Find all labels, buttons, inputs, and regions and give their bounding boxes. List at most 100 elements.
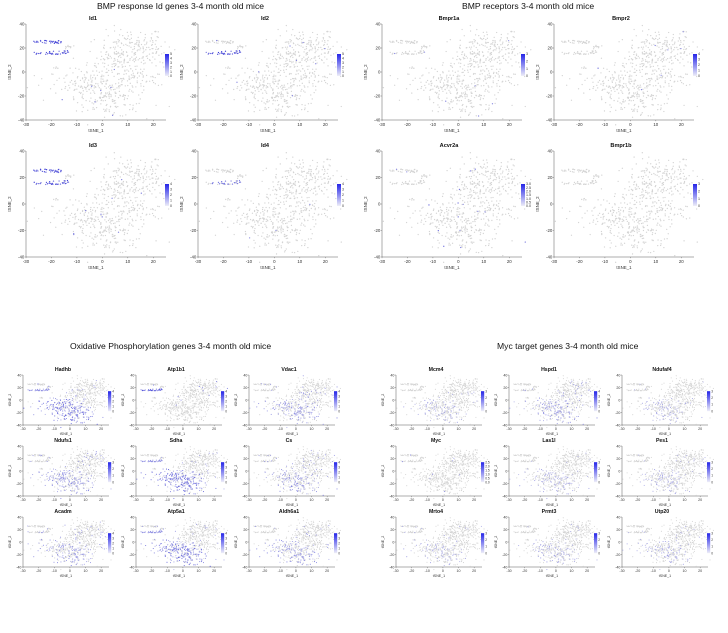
cell-point (289, 204, 291, 207)
cell-point (488, 178, 490, 180)
cell-point (282, 89, 284, 91)
cell-point (118, 182, 120, 185)
cell-point (646, 90, 649, 93)
cell-point (315, 59, 317, 62)
cell-point (114, 102, 117, 104)
cell-point (463, 219, 466, 222)
cell-point (456, 186, 459, 188)
cell-point (442, 224, 444, 227)
cell-point (229, 42, 232, 45)
cell-point (310, 40, 313, 42)
cell-point (76, 77, 79, 79)
cell-point (511, 175, 514, 178)
cell-point (425, 214, 427, 216)
cell-point (478, 51, 481, 53)
cell-point (277, 96, 280, 98)
cell-point (256, 76, 258, 78)
cell-point (480, 202, 482, 204)
cell-point (483, 70, 486, 72)
cell-point (493, 174, 495, 176)
cell-point (124, 202, 126, 204)
cell-point (96, 188, 98, 190)
cell-point (456, 91, 459, 94)
cell-point (628, 88, 630, 90)
cell-point (470, 196, 473, 198)
cell-point (453, 85, 456, 87)
cell-point (96, 57, 98, 59)
cell-point (495, 233, 497, 235)
cell-point (478, 228, 481, 230)
cell-point (113, 112, 115, 114)
cell-point (485, 244, 487, 247)
cell-point (115, 226, 117, 229)
cell-point (109, 55, 111, 58)
cell-point (305, 184, 307, 186)
cell-point (97, 216, 99, 218)
cell-point (114, 190, 116, 192)
cell-point (93, 218, 95, 220)
cell-point (110, 228, 112, 231)
y-axis-label: tSNE_2 (7, 196, 12, 212)
cell-point (480, 218, 482, 220)
cell-point (663, 43, 666, 45)
cell-point (79, 220, 82, 222)
y-tick-label: -40 (190, 118, 197, 123)
cell-point (473, 167, 475, 169)
cell-point (645, 55, 648, 58)
cell-point (123, 190, 126, 192)
cell-point (685, 73, 687, 75)
cell-point (131, 51, 133, 53)
cell-point (591, 77, 593, 79)
cell-point (297, 167, 299, 169)
cell-point (149, 213, 151, 215)
cell-point (145, 172, 148, 174)
cell-point (486, 159, 488, 161)
cell-point (336, 170, 338, 172)
expressing-cell-point (62, 52, 64, 55)
cell-point (304, 76, 306, 79)
cell-point (501, 178, 503, 181)
cell-point (477, 178, 479, 181)
cell-point (309, 174, 311, 176)
cell-point (290, 52, 292, 55)
cell-point (438, 97, 440, 100)
cell-point (241, 46, 243, 48)
cell-point (642, 59, 644, 61)
expressing-cell-point (238, 50, 241, 52)
cell-point (132, 225, 134, 227)
cell-point (613, 99, 615, 102)
cell-point (114, 178, 116, 180)
cell-point (479, 190, 482, 192)
cell-point (290, 78, 292, 81)
cell-point (674, 57, 677, 60)
expressing-cell-point (50, 169, 53, 171)
cell-point (236, 48, 239, 50)
cell-point (303, 202, 306, 204)
cell-point (105, 53, 107, 56)
cell-point (442, 219, 445, 221)
cell-point (677, 40, 679, 42)
cell-point (90, 74, 92, 76)
cell-point (469, 194, 471, 196)
cell-point (511, 178, 513, 180)
cell-point (301, 244, 303, 247)
cell-point (268, 188, 270, 190)
cell-point (517, 217, 519, 219)
cell-point (103, 80, 105, 82)
cell-point (389, 40, 391, 42)
cell-point (269, 63, 271, 65)
cell-point (633, 87, 635, 89)
cell-point (478, 94, 481, 96)
cell-point (459, 96, 461, 98)
cell-point (285, 197, 288, 199)
cell-point (254, 106, 256, 108)
cell-point (80, 91, 82, 94)
cell-point (494, 175, 496, 177)
cell-point (468, 46, 471, 48)
cell-point (261, 226, 264, 228)
cell-point (586, 50, 588, 52)
cell-point (285, 188, 288, 190)
cell-point (276, 85, 278, 88)
cell-point (654, 80, 657, 82)
cell-point (488, 209, 490, 211)
